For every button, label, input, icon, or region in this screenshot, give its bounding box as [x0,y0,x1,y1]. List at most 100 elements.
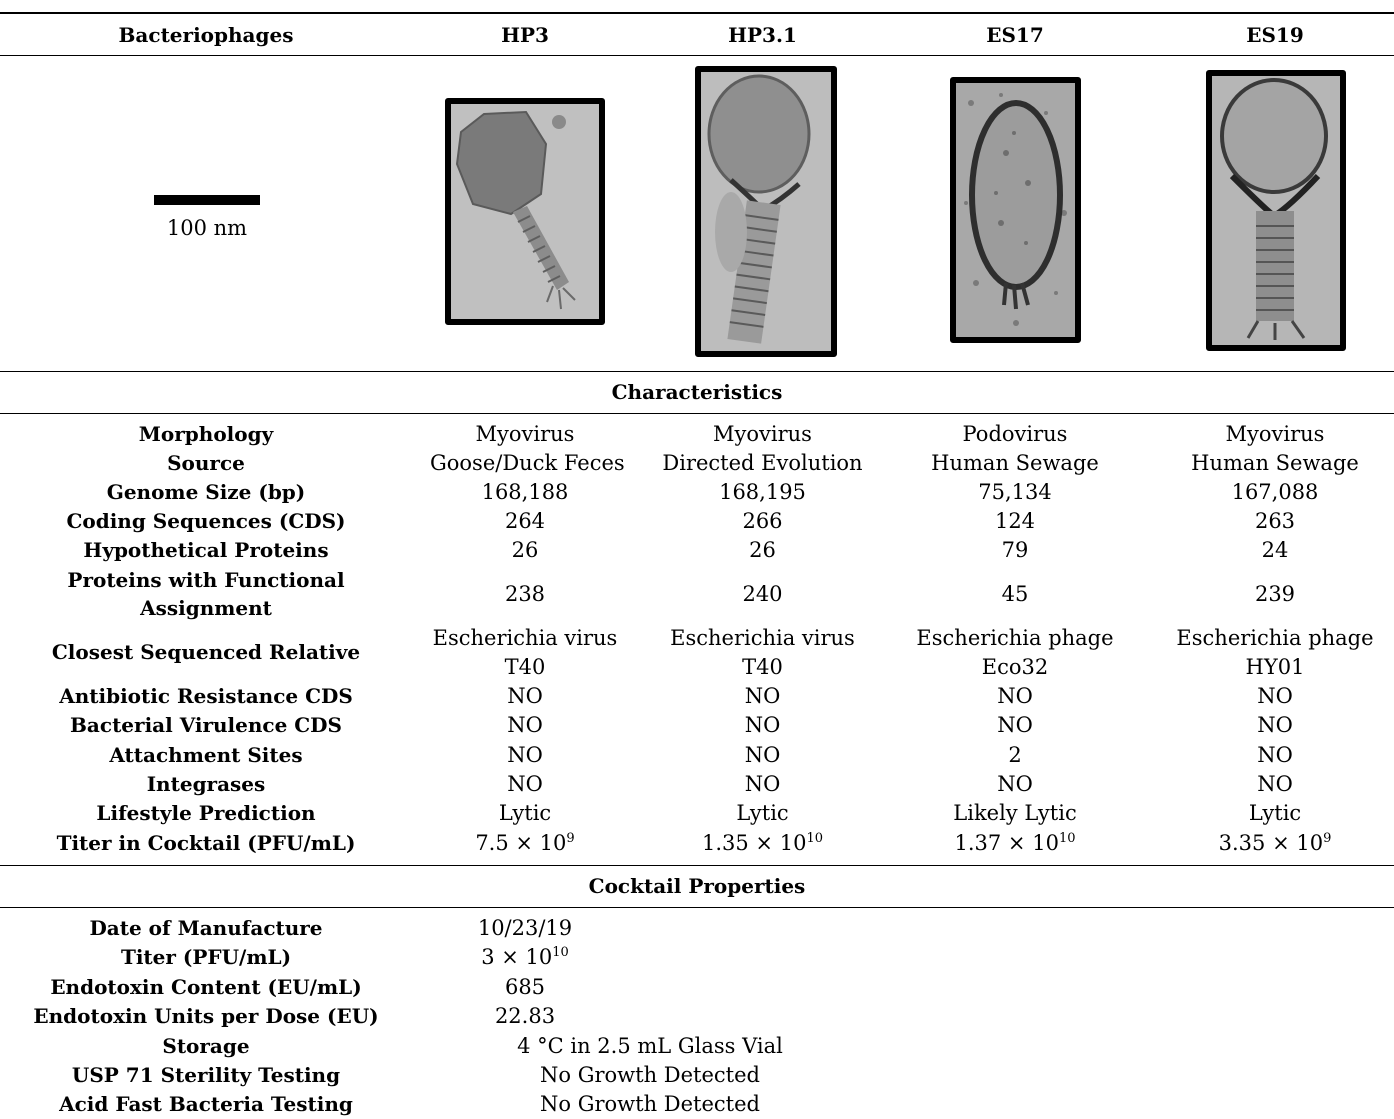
row-label-attachment-sites: Attachment Sites [109,743,303,767]
row-label-usp-71-sterility: USP 71 Sterility Testing [71,1063,341,1087]
row-label-hypothetical-proteins: Hypothetical Proteins [83,538,329,562]
cell-cds-es17: 124 [994,509,1036,533]
cell-antibiotic-hp3-1: NO [744,684,781,708]
cell-functional-hp3-1: 240 [742,582,783,606]
micrograph-es19-image [1212,76,1340,345]
cell-genome-size-hp3: 168,188 [481,480,569,504]
cell-lifestyle-hp3: Lytic [498,801,552,825]
cell-hypothetical-es17: 79 [1001,538,1029,562]
titer-hp3-exponent: 9 [566,831,575,846]
cell-antibiotic-es19: NO [1257,684,1293,708]
titer-es17-exponent: 10 [1058,831,1076,846]
micrograph-hp3-1 [695,66,837,357]
cell-genome-size-es17: 75,134 [978,480,1052,504]
header-es17: ES17 [986,23,1044,47]
cell-relative-hp3-line2: T40 [504,655,546,679]
cell-functional-hp3: 238 [504,582,546,606]
cell-relative-es19-line2: HY01 [1245,655,1305,679]
cell-cds-hp3: 264 [504,509,546,533]
titer-cocktail-exponent: 10 [552,945,569,960]
row-label-bacterial-virulence: Bacterial Virulence CDS [70,713,342,737]
row-label-antibiotic-resistance: Antibiotic Resistance CDS [59,684,353,708]
cocktail-bottom-rule [0,907,1394,908]
cell-source-hp3-1: Directed Evolution [662,451,863,475]
row-label-morphology: Morphology [138,422,274,446]
section-characteristics: Characteristics [611,380,783,404]
row-label-endotoxin-per-dose: Endotoxin Units per Dose (EU) [33,1004,379,1028]
row-label-coding-sequences: Coding Sequences (CDS) [66,509,346,533]
micrograph-hp3-1-image [701,72,831,351]
header-hp3-1: HP3.1 [728,23,797,47]
cell-cds-es19: 263 [1254,509,1296,533]
cell-titer-cocktail: 3 × 1010 [450,943,600,972]
cell-endotoxin-content: 685 [504,975,546,999]
cell-endotoxin-per-dose: 22.83 [494,1004,556,1028]
titer-hp3-1-exponent: 10 [806,831,823,846]
cell-source-hp3: Goose/Duck Feces [430,451,625,475]
row-label-functional-assignment-line2: Assignment [140,596,272,620]
cell-genome-size-hp3-1: 168,195 [719,480,806,504]
micrograph-es17-image [956,83,1075,337]
row-label-genome-size: Genome Size (bp) [106,480,306,504]
row-label-titer-in-cocktail: Titer in Cocktail (PFU/mL) [56,831,356,855]
cell-attachment-hp3-1: NO [744,743,781,767]
cell-morphology-hp3: Myovirus [475,422,575,446]
cell-titer-hp3-1: 1.35 × 1010 [655,829,870,858]
titer-hp3-1-mantissa: 1.35 × 10 [702,831,807,855]
cell-titer-es17: 1.37 × 1010 [900,829,1130,858]
titer-es17-mantissa: 1.37 × 10 [954,831,1059,855]
cell-hypothetical-hp3-1: 26 [749,538,776,562]
characteristics-top-rule [0,371,1394,372]
row-label-endotoxin-content: Endotoxin Content (EU/mL) [50,975,362,999]
cell-storage: 4 °C in 2.5 mL Glass Vial [517,1034,783,1058]
micrograph-hp3 [445,98,605,325]
cell-attachment-es19: NO [1257,743,1293,767]
characteristics-bottom-rule [0,413,1394,414]
header-rule [0,55,1394,56]
cell-virulence-hp3-1: NO [744,713,781,737]
cell-usp-71-sterility: No Growth Detected [540,1063,760,1087]
cell-virulence-es17: NO [997,713,1033,737]
titer-es19-exponent: 9 [1323,831,1332,846]
header-es19: ES19 [1246,23,1304,47]
row-label-date-of-manufacture: Date of Manufacture [89,916,323,940]
titer-es19-mantissa: 3.35 × 10 [1218,831,1324,855]
cell-relative-es17-line1: Escherichia phage [916,626,1114,650]
row-label-titer: Titer (PFU/mL) [120,945,292,969]
cell-integrases-es17: NO [997,772,1033,796]
cell-relative-hp3-1-line2: T40 [742,655,783,679]
titer-cocktail-mantissa: 3 × 10 [481,945,553,969]
row-label-storage: Storage [162,1034,250,1058]
cell-hypothetical-hp3: 26 [511,538,539,562]
cell-source-es17: Human Sewage [931,451,1099,475]
cell-antibiotic-hp3: NO [507,684,543,708]
top-rule [0,12,1394,14]
cell-relative-es19-line1: Escherichia phage [1176,626,1374,650]
row-label-closest-relative: Closest Sequenced Relative [51,640,361,664]
cell-source-es19: Human Sewage [1191,451,1359,475]
cell-attachment-es17: 2 [1008,743,1022,767]
scale-bar-label: 100 nm [166,216,248,240]
cell-titer-hp3: 7.5 × 109 [430,829,620,858]
cell-integrases-es19: NO [1257,772,1293,796]
header-bacteriophages: Bacteriophages [118,23,294,47]
row-label-lifestyle-prediction: Lifestyle Prediction [96,801,316,825]
cell-cds-hp3-1: 266 [742,509,783,533]
micrograph-es17 [950,77,1081,343]
header-hp3: HP3 [501,23,549,47]
cell-functional-es19: 239 [1254,582,1296,606]
cell-attachment-hp3: NO [507,743,543,767]
cell-virulence-es19: NO [1257,713,1293,737]
cell-acid-fast-testing: No Growth Detected [540,1092,760,1116]
cell-titer-es19: 3.35 × 109 [1165,829,1385,858]
micrograph-es19 [1206,70,1346,351]
cell-lifestyle-es19: Lytic [1248,801,1302,825]
cell-relative-hp3-1-line1: Escherichia virus [670,626,855,650]
row-label-functional-assignment-line1: Proteins with Functional [67,568,345,592]
cell-relative-es17-line2: Eco32 [981,655,1049,679]
cell-lifestyle-es17: Likely Lytic [953,801,1077,825]
cell-lifestyle-hp3-1: Lytic [736,801,789,825]
cell-genome-size-es19: 167,088 [1231,480,1319,504]
cell-date-of-manufacture: 10/23/19 [477,916,573,940]
row-label-integrases: Integrases [146,772,266,796]
